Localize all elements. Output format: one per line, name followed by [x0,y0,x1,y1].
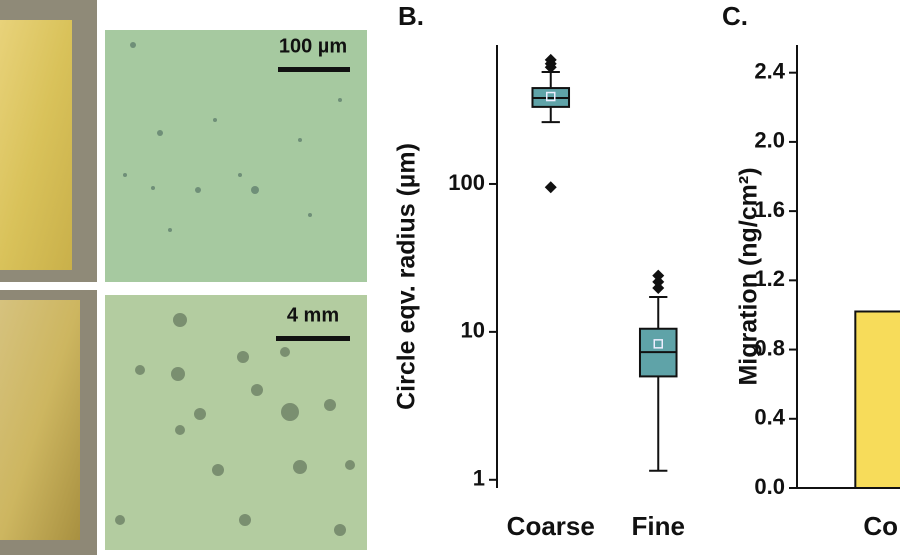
panel-title: C. [722,1,748,31]
photo-panel [0,0,97,555]
scale-bar [276,336,350,341]
y-tick-label: 10 [461,318,485,343]
y-tick-label: 2.0 [754,128,785,153]
mean [546,91,556,102]
outlier [652,281,665,294]
y-tick-label: 2.4 [754,59,785,84]
y-axis-label: Circle eqv. radius (µm) [393,143,421,410]
y-tick-label: 0.4 [754,405,785,430]
y-tick-label: 0.0 [754,474,785,499]
x-tick-label: Fine [632,511,685,541]
y-tick-label: 0.8 [754,335,785,360]
outlier [544,181,557,194]
x-tick-label: Co [863,511,898,541]
panel-title: B. [398,1,424,31]
outlier [544,61,557,74]
y-tick-label: 1 [473,466,485,491]
outlier [652,269,665,282]
bar [854,310,900,489]
scale-bar-label: 4 mm [287,304,339,326]
scale-bar [278,67,350,72]
y-axis-label: Migration (ng/cm²) [735,167,763,385]
y-tick-label: 100 [448,170,485,195]
x-tick-label: Coarse [507,511,595,541]
micrograph-panel: 100 µm 4 mm [105,30,367,550]
scale-bar-label: 100 µm [279,35,347,57]
mean [653,339,663,349]
y-tick-label: 1.6 [754,197,785,222]
outlier [652,275,665,288]
y-tick-label: 1.2 [754,266,785,291]
